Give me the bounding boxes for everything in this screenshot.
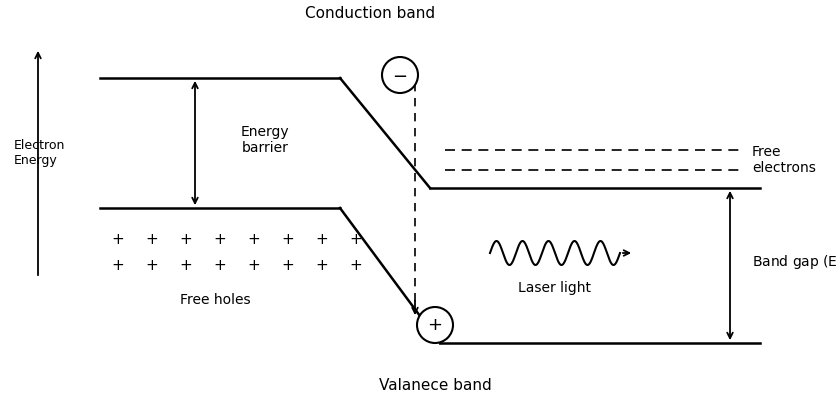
Text: +: + xyxy=(281,233,294,248)
Text: +: + xyxy=(145,233,158,248)
Text: +: + xyxy=(180,257,192,273)
Circle shape xyxy=(381,57,417,93)
Text: Conduction band: Conduction band xyxy=(304,5,435,20)
Text: +: + xyxy=(281,257,294,273)
Text: Free
electrons: Free electrons xyxy=(751,145,815,175)
Text: Energy
barrier: Energy barrier xyxy=(241,125,289,155)
Text: +: + xyxy=(213,257,226,273)
Text: +: + xyxy=(247,257,260,273)
Text: +: + xyxy=(349,233,362,248)
Text: +: + xyxy=(180,233,192,248)
Text: +: + xyxy=(111,233,125,248)
Text: $-$: $-$ xyxy=(392,66,407,84)
Text: Free holes: Free holes xyxy=(180,293,250,307)
Text: Valanece band: Valanece band xyxy=(378,379,491,393)
Text: +: + xyxy=(111,257,125,273)
Text: +: + xyxy=(247,233,260,248)
Text: +: + xyxy=(349,257,362,273)
Text: $+$: $+$ xyxy=(427,316,442,334)
Text: +: + xyxy=(145,257,158,273)
Text: +: + xyxy=(315,233,328,248)
Text: Band gap (E$_g$): Band gap (E$_g$) xyxy=(751,253,836,273)
Text: Electron
Energy: Electron Energy xyxy=(14,139,65,167)
Text: +: + xyxy=(315,257,328,273)
Text: +: + xyxy=(213,233,226,248)
Text: Laser light: Laser light xyxy=(517,281,591,295)
Circle shape xyxy=(416,307,452,343)
